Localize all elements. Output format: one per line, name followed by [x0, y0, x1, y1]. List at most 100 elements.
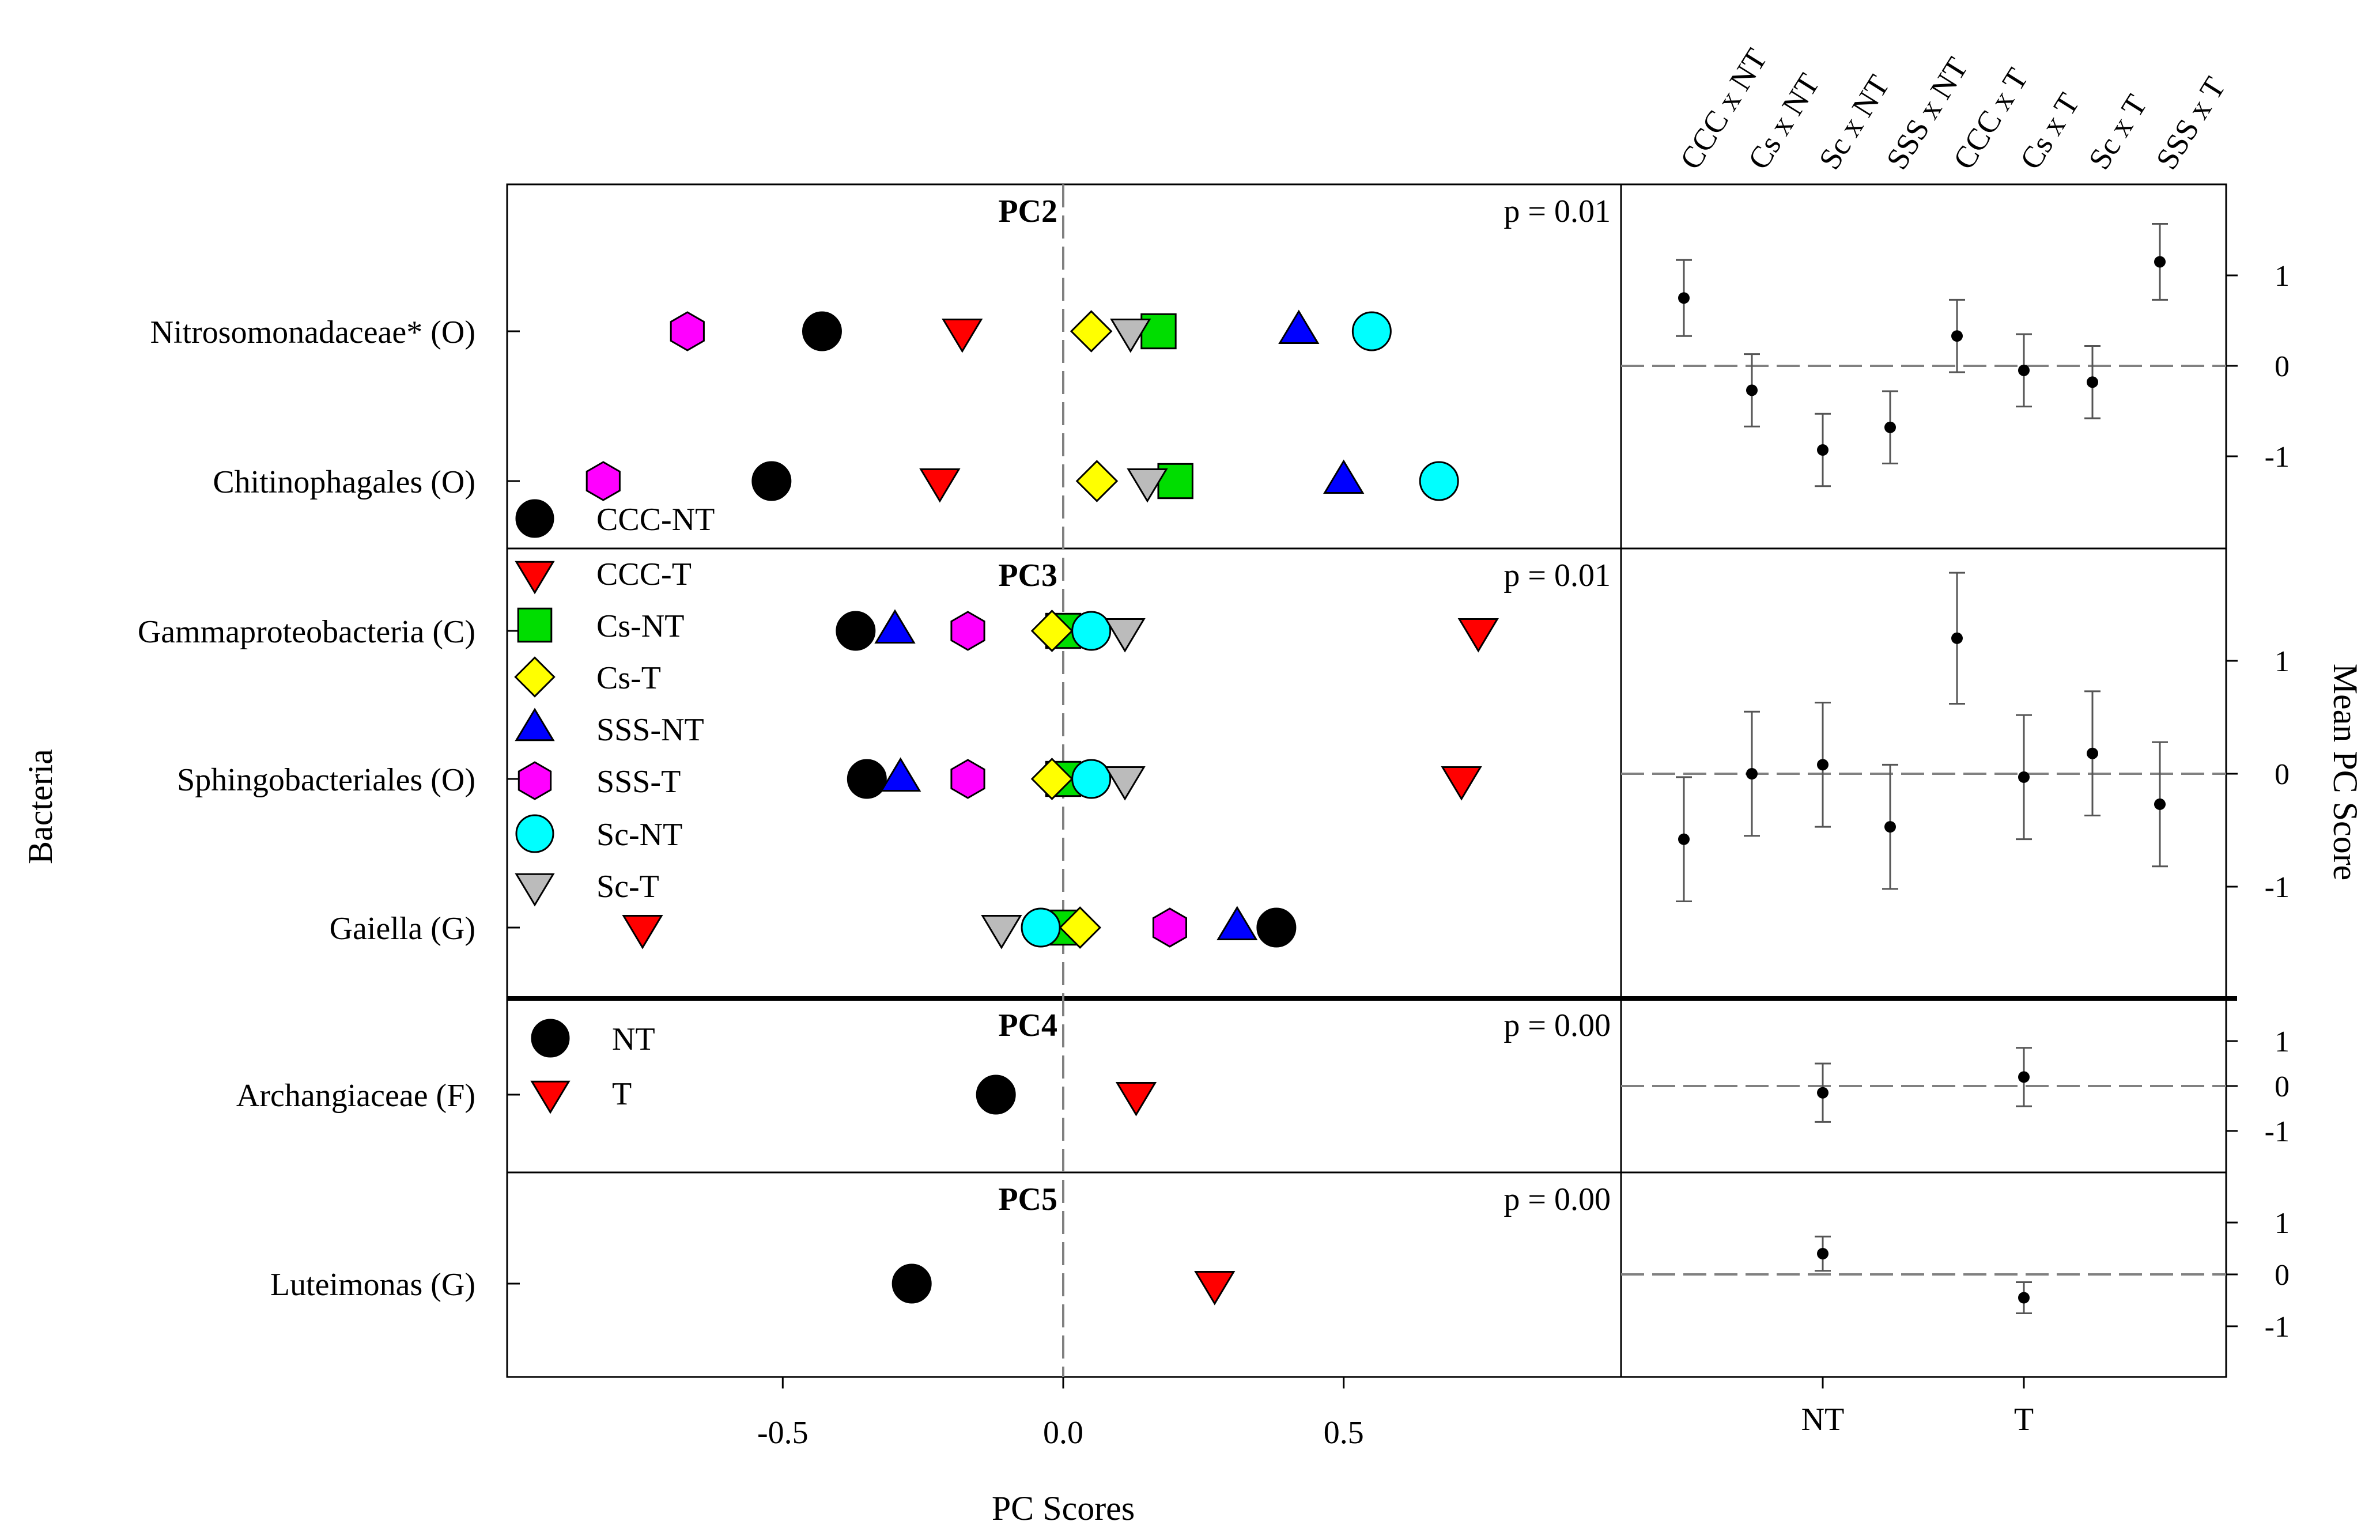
data-point-sss-t [950, 759, 985, 799]
mean-y-tick-label: -1 [2265, 871, 2290, 904]
panel-pc4: PC4 p = 0.00 Archangiaceae (F) [236, 1008, 1611, 1117]
mean-point [1746, 768, 1758, 780]
panel-title: PC3 [998, 558, 1057, 593]
p-value-label: p = 0.01 [1503, 194, 1611, 229]
legend-marker-cs-nt [517, 607, 553, 643]
mean-y-tick-label: 0 [2275, 758, 2290, 791]
mean-point [1746, 384, 1758, 396]
plot-frame [506, 183, 2237, 1378]
mean-point [1951, 632, 1963, 644]
data-point-nt [976, 1074, 1016, 1115]
mean-point [2087, 747, 2098, 759]
legend-label: Sc-T [596, 869, 659, 905]
mean-y-tick-label: -1 [2265, 1311, 2290, 1344]
legend-marker-t [530, 1080, 571, 1114]
data-point-ccc-nt [1256, 907, 1297, 948]
legend-label: CCC-NT [596, 502, 715, 538]
legend-label: Sc-NT [596, 817, 682, 853]
mean-category-label: Cs x T [2013, 87, 2086, 175]
mean-point [2154, 798, 2166, 810]
mean-y-tick-label: 1 [2275, 260, 2290, 293]
data-point-ccc-t [622, 915, 663, 949]
mean-category-label: T [2014, 1402, 2034, 1437]
panel-pc2: PC2 p = 0.01 Nitrosomonadaceae* (O) Chitino… [150, 194, 1611, 503]
taxon-label: Sphingobacteriales (O) [177, 762, 475, 798]
panel-pc5: PC5 p = 0.00 Luteimonas (G) [270, 1182, 1611, 1306]
data-point-t [1115, 1082, 1157, 1117]
mean-panel-pc4: -1 0 1 [1621, 1026, 2290, 1148]
panel-pc3: PC3 p = 0.01 Gammaproteobacteria (C) Sphing… [138, 558, 1611, 949]
taxon-label: Nitrosomonadaceae* (O) [150, 315, 475, 350]
mean-point [1817, 444, 1829, 456]
data-point-sss-nt [1323, 459, 1365, 494]
legend-label: Cs-NT [596, 608, 684, 644]
legend-marker-ccc-t [515, 561, 555, 595]
data-point-sss-t [670, 311, 705, 351]
mean-point [2018, 364, 2030, 376]
mean-point [2018, 1292, 2030, 1304]
data-point-ccc-nt [751, 461, 792, 501]
data-point-sss-nt [874, 609, 916, 644]
mean-panel-pc5: -1 0 1 [1621, 1207, 2290, 1344]
panel-title: PC5 [998, 1182, 1057, 1217]
mean-point [2018, 771, 2030, 783]
data-point-sss-nt [1278, 309, 1320, 344]
mean-point [1817, 1248, 1829, 1259]
legend-marker-sss-nt [515, 707, 555, 741]
taxon-label: Gaiella (G) [330, 911, 475, 947]
pc-scores-panels: PC2 p = 0.01 Nitrosomonadaceae* (O) Chitino… [138, 194, 1611, 1306]
x-tick-label: 0.0 [1043, 1415, 1083, 1451]
data-point-sc-t [981, 915, 1022, 949]
mean-y-tick-label: 0 [2275, 1259, 2290, 1292]
data-point-ccc-nt [847, 759, 887, 799]
mean-y-tick-label: 1 [2275, 1026, 2290, 1058]
mean-point [2087, 376, 2098, 388]
legend-marker-sss-t [517, 761, 552, 800]
data-point-sss-nt [1217, 906, 1258, 940]
mean-category-label: Sc x T [2081, 89, 2154, 176]
mean-point [2154, 256, 2166, 268]
outer-frame [506, 183, 2227, 1378]
data-point-sc-t [1104, 766, 1146, 801]
data-point-ccc-t [919, 468, 961, 503]
taxon-label: Luteimonas (G) [270, 1267, 475, 1303]
taxon-label: Chitinophagales (O) [213, 464, 475, 500]
data-point-sc-nt [1351, 311, 1392, 351]
axes: PC Scores Bacteria Mean PC Score -0.5 0.0… [21, 664, 2364, 1527]
x-tick-label: -0.5 [757, 1415, 809, 1451]
legend-label: Cs-T [596, 660, 661, 696]
mean-panel-pc3: -1 0 1 [1621, 572, 2290, 904]
p-value-label: p = 0.01 [1503, 558, 1611, 593]
data-point-sc-nt [1071, 759, 1112, 799]
right-y-axis-label: Mean PC Score [2326, 664, 2364, 881]
legend-label: SSS-T [596, 764, 681, 800]
data-point-t [1194, 1271, 1236, 1306]
mean-y-tick-label: 0 [2275, 350, 2290, 383]
data-point-sss-t [585, 461, 621, 501]
legend-marker-sc-t [515, 873, 555, 907]
data-point-sss-nt [880, 757, 921, 792]
legend-label: CCC-T [596, 557, 692, 592]
data-point-cs-t [1030, 758, 1074, 800]
p-value-label: p = 0.00 [1503, 1182, 1611, 1217]
data-point-ccc-nt [802, 311, 842, 351]
taxon-label: Gammaproteobacteria (C) [138, 614, 475, 650]
legend-label: SSS-NT [596, 712, 704, 748]
legend-marker-nt [531, 1019, 570, 1058]
x-tick-label: 0.5 [1324, 1415, 1364, 1451]
mean-point [1678, 292, 1690, 304]
mean-y-tick-label: -1 [2265, 1115, 2290, 1148]
data-point-sc-nt [1021, 907, 1061, 948]
mean-category-label: SSS x T [2149, 71, 2232, 175]
mean-category-label: NT [1801, 1402, 1845, 1437]
data-point-sc-nt [1071, 611, 1112, 651]
panel-title: PC4 [998, 1008, 1057, 1043]
x-axis-label: PC Scores [992, 1489, 1135, 1527]
mean-point [1884, 821, 1896, 833]
taxon-label: Archangiaceae (F) [236, 1078, 475, 1114]
legend-marker-sc-nt [515, 814, 554, 853]
mean-point [2018, 1071, 2030, 1083]
data-point-ccc-t [942, 319, 983, 353]
